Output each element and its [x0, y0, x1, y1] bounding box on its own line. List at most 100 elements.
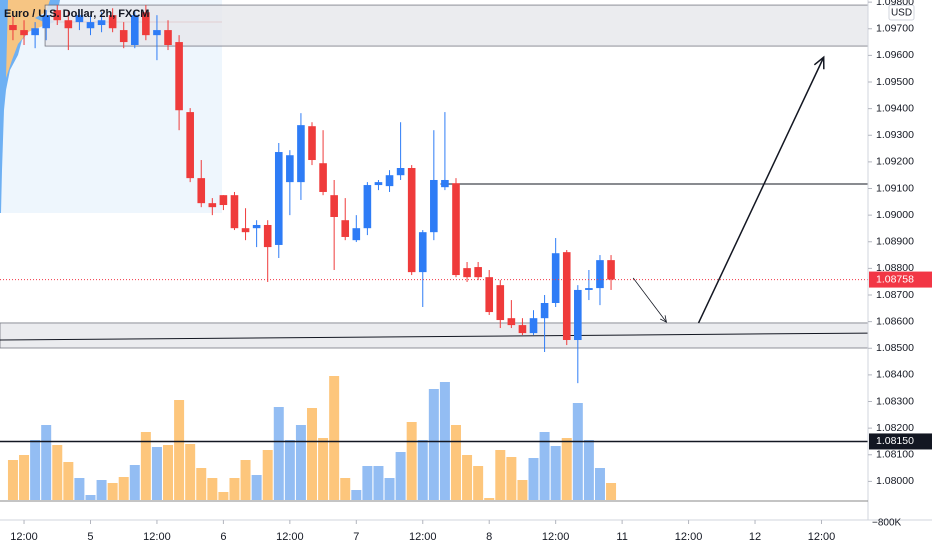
candle-body [540, 303, 549, 319]
volume-bar [19, 455, 30, 500]
x-tick-label: 6 [220, 531, 226, 543]
candle-body [452, 183, 460, 276]
x-tick-label: 12:00 [276, 531, 304, 543]
volume-bar [207, 478, 218, 500]
volume-bar [384, 478, 395, 500]
arrow [697, 56, 825, 324]
volume-bar [196, 468, 207, 500]
volume-bar [506, 457, 517, 500]
candle-body [153, 30, 161, 36]
volume-bar [96, 480, 107, 500]
volume-bar [539, 432, 550, 500]
volume-bar [462, 455, 473, 500]
candle-body [186, 112, 194, 179]
candle-body [263, 224, 272, 248]
y-tick-label: 1.09200 [876, 156, 914, 168]
candle-body [485, 277, 494, 313]
volume-profile [6, 0, 50, 78]
volume-bar [85, 495, 96, 500]
y-tick-label: 1.09600 [876, 49, 914, 61]
price-label: 1.08758 [876, 273, 914, 285]
candle-body [119, 30, 128, 43]
x-tick-label: 12:00 [675, 531, 703, 543]
candle-body [175, 42, 183, 111]
x-tick-label: 12 [749, 531, 761, 543]
candle-body [31, 28, 39, 36]
candle-body [474, 267, 482, 278]
volume-bar [63, 462, 74, 500]
y-tick-label: 1.09500 [876, 76, 914, 88]
candle-body [363, 185, 372, 229]
y-tick-label: 1.08100 [876, 449, 914, 461]
y-tick-label: 1.08400 [876, 369, 914, 381]
volume-bar [484, 498, 495, 500]
candle-body [252, 224, 261, 229]
volume-bar [517, 480, 528, 500]
volume-bar [406, 422, 417, 500]
x-tick-label: 11 [616, 531, 627, 543]
candle-body [75, 15, 84, 23]
volume-bar [30, 440, 41, 500]
candle-body [286, 155, 294, 183]
candle-body [407, 168, 416, 273]
volume-bar [528, 458, 539, 500]
y-tick-label: 1.08300 [876, 395, 914, 407]
y-tick-label: 1.08700 [876, 289, 914, 301]
volume-bar [594, 468, 605, 500]
volume-bar [163, 445, 174, 500]
candle-body [64, 20, 73, 29]
x-tick-label: 8 [486, 531, 492, 543]
y-tick-label: 1.09300 [876, 129, 914, 141]
volume-profile [0, 0, 60, 213]
candle-body [574, 289, 582, 341]
zone [0, 322, 869, 349]
candle-body [53, 10, 62, 21]
candle-body [130, 15, 139, 45]
y-tick-label: 1.08900 [876, 236, 914, 248]
candle-body [585, 288, 593, 290]
volume-bar [340, 478, 351, 500]
volume-bar [572, 403, 583, 500]
volume-bar [417, 440, 428, 500]
x-tick-label: 12:00 [542, 531, 570, 543]
volume-bar [41, 425, 52, 500]
candle-body [20, 30, 28, 36]
candle-body [97, 20, 106, 26]
volume-bar [151, 447, 162, 500]
currency[interactable]: USD [891, 8, 912, 19]
volume-bar [318, 438, 329, 500]
currency-box[interactable] [888, 4, 915, 21]
volume-bar [7, 460, 18, 500]
volume-bar [52, 445, 63, 500]
candle-body [108, 15, 117, 29]
volume-bar [118, 477, 129, 500]
candle-body [529, 318, 538, 334]
candle-body [441, 179, 449, 188]
candle-body [208, 203, 217, 208]
volume-axis-label: −800K [872, 518, 902, 529]
candle-body [341, 220, 350, 237]
volume-bar [329, 376, 340, 500]
candle-body [396, 168, 405, 176]
volume-bar [362, 466, 373, 500]
y-tick-label: 1.08600 [876, 315, 914, 327]
candle-body [374, 182, 383, 186]
candle-body [418, 232, 427, 273]
volume-bar [428, 389, 439, 500]
candle-body [308, 126, 316, 161]
volume-bar [107, 483, 118, 500]
candle-body [219, 195, 228, 206]
volume-bar [606, 483, 617, 500]
candle-body [241, 228, 250, 233]
volume-bar [251, 475, 262, 500]
volume-bar [229, 478, 240, 500]
y-tick-label: 1.08200 [876, 422, 914, 434]
candle-body [9, 25, 17, 31]
volume-bar [307, 408, 318, 500]
candle-body [562, 252, 571, 341]
candle-body [496, 285, 505, 321]
x-tick-label: 12:00 [409, 531, 437, 543]
volume-bar [395, 452, 406, 500]
level-label: 1.08150 [876, 435, 914, 447]
